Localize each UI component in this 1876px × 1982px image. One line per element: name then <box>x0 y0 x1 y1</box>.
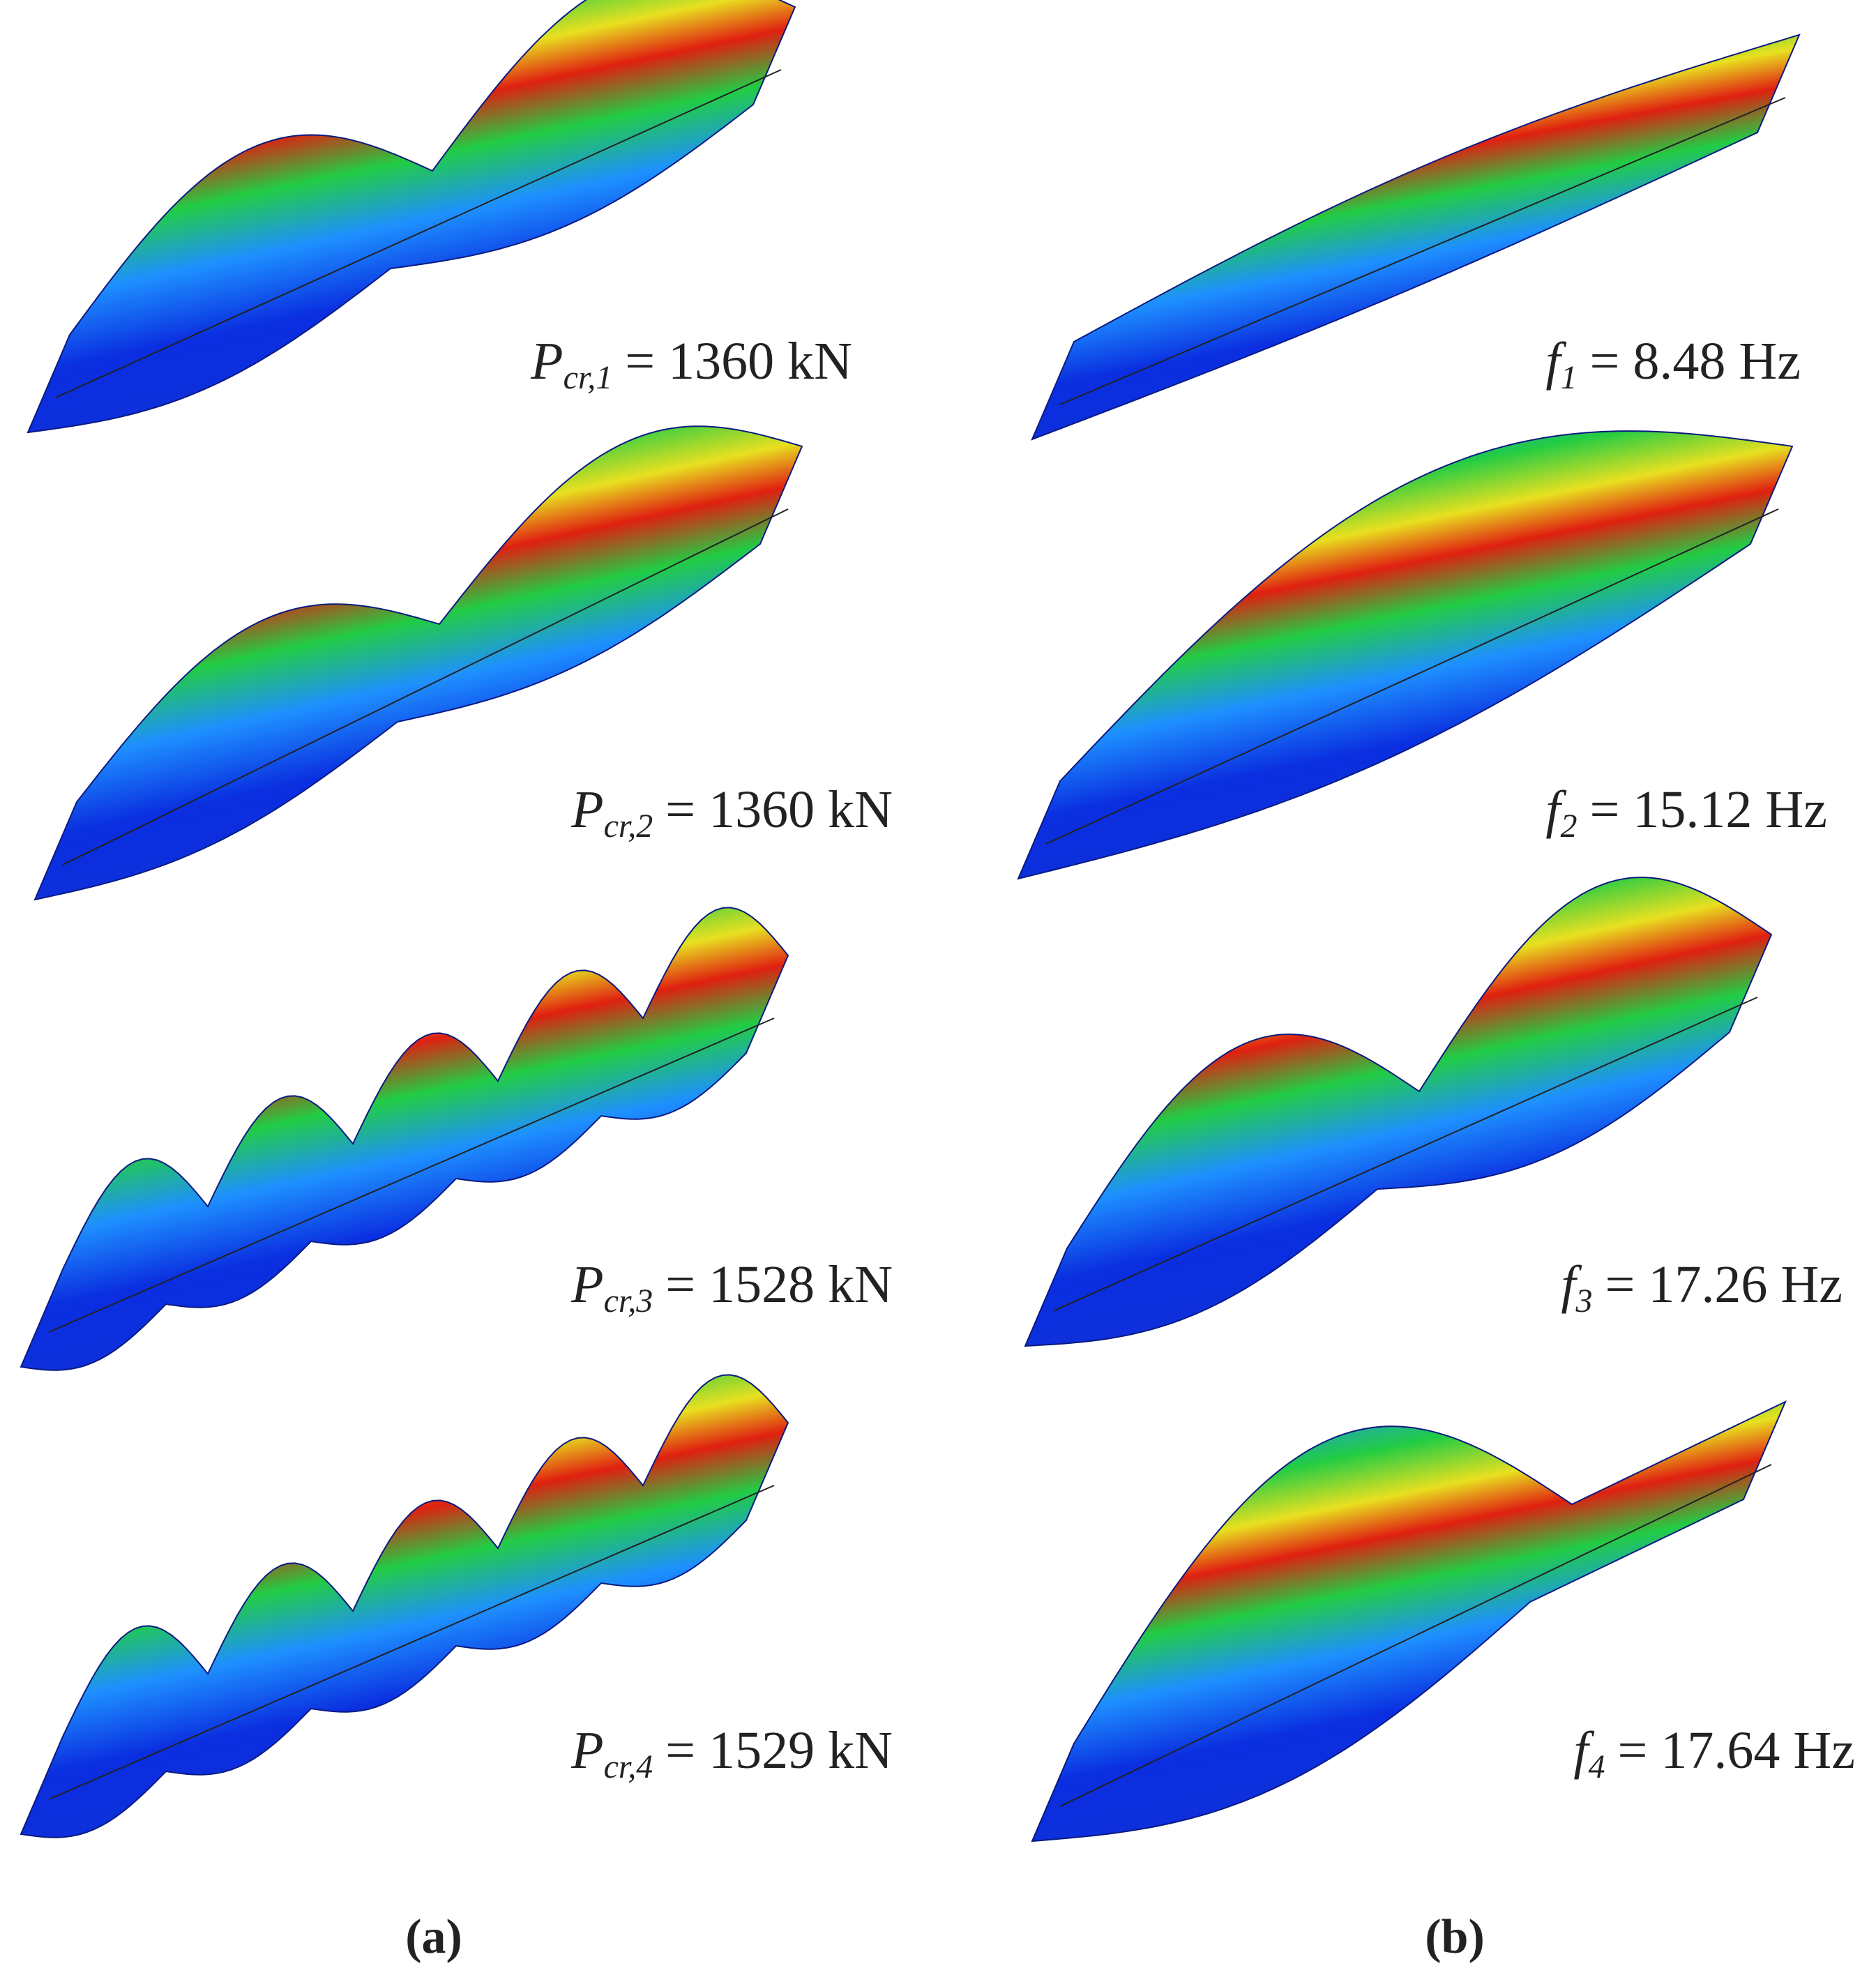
subscript: cr,1 <box>563 359 613 396</box>
subscript: cr,3 <box>604 1283 653 1319</box>
value-text: = 8.48 Hz <box>1590 332 1801 391</box>
mode-label: f2 = 15.12 Hz <box>1545 780 1827 845</box>
mode-label: f1 = 8.48 Hz <box>1545 332 1801 396</box>
mode-shape <box>20 907 789 1371</box>
symbol: P <box>570 1255 603 1314</box>
symbol: P <box>530 332 563 391</box>
labels: Pcr,1 = 1360 kN Pcr,2 = 1360 kN Pcr,3 = 1528 … <box>405 332 1855 1964</box>
mode-shapes <box>20 0 1801 1843</box>
mode-shape <box>27 0 796 434</box>
value-text: = 15.12 Hz <box>1590 780 1827 839</box>
mode-label: Pcr,2 = 1360 kN <box>570 780 893 845</box>
subscript: cr,2 <box>604 808 653 845</box>
symbol: P <box>570 1721 603 1780</box>
mode-shape <box>1017 430 1794 880</box>
subscript: 4 <box>1589 1748 1605 1785</box>
centre-line <box>1059 97 1786 405</box>
mode-label: f4 = 17.64 Hz <box>1573 1721 1855 1785</box>
mode-shape <box>20 1374 789 1838</box>
mode-label: Pcr,3 = 1528 kN <box>570 1255 893 1319</box>
subscript: 3 <box>1575 1283 1593 1319</box>
mode-label: Pcr,4 = 1529 kN <box>570 1721 893 1785</box>
subscript: 2 <box>1561 808 1578 845</box>
symbol: P <box>570 780 603 839</box>
mode-label: Pcr,1 = 1360 kN <box>530 332 852 396</box>
subscript: cr,4 <box>604 1748 653 1785</box>
value-text: = 1529 kN <box>665 1721 893 1780</box>
panel-caption: (b) <box>1425 1910 1485 1964</box>
value-text: = 1528 kN <box>665 1255 893 1314</box>
centre-line <box>1059 1464 1772 1807</box>
value-text: = 1360 kN <box>625 332 852 391</box>
centre-line <box>1052 997 1758 1312</box>
value-text: = 17.26 Hz <box>1605 1255 1843 1314</box>
mode-shape <box>1031 33 1801 441</box>
mode-label: f3 = 17.26 Hz <box>1561 1255 1843 1319</box>
centre-line <box>48 1018 775 1333</box>
subscript: 1 <box>1561 359 1578 396</box>
value-text: = 17.64 Hz <box>1618 1721 1855 1780</box>
centre-line <box>1045 508 1779 845</box>
mode-shape <box>1031 1400 1787 1843</box>
centre-line <box>48 1485 775 1800</box>
panel-caption: (a) <box>405 1910 462 1964</box>
centre-line <box>62 508 789 865</box>
centre-line <box>55 69 782 398</box>
value-text: = 1360 kN <box>665 780 893 839</box>
mode-shape <box>33 425 803 901</box>
mode-shape <box>1024 877 1773 1347</box>
